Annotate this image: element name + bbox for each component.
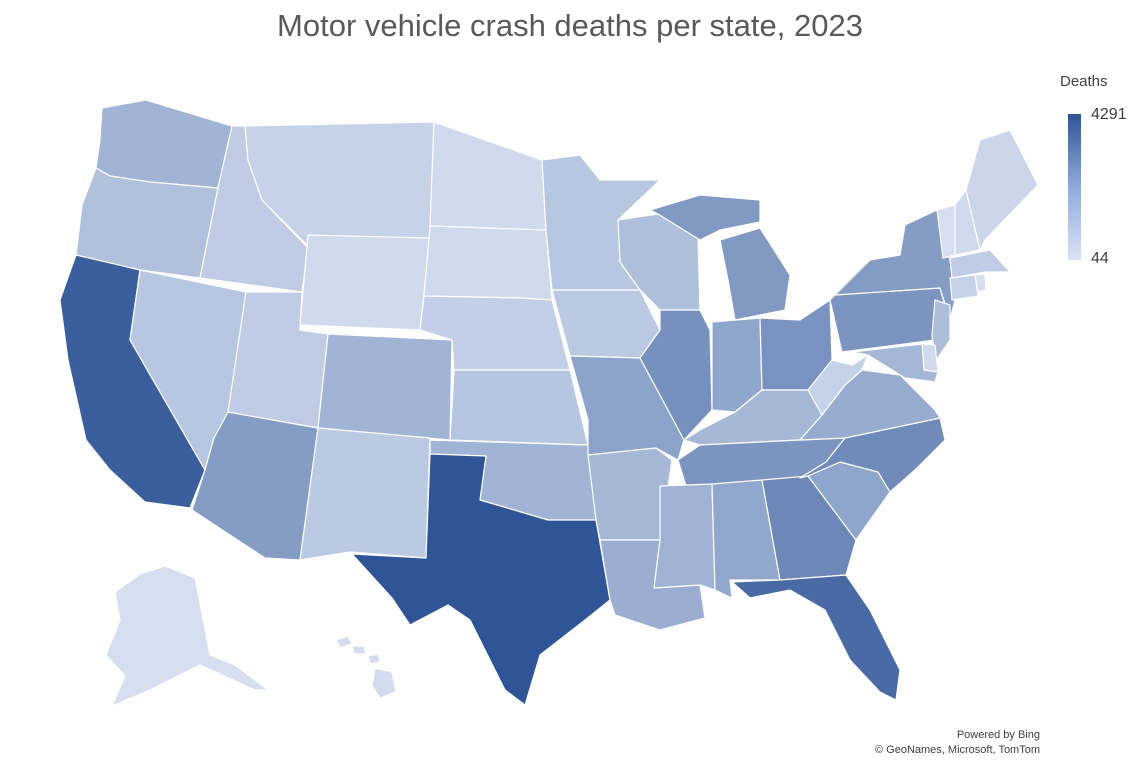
- legend-title: Deaths: [1060, 73, 1108, 90]
- state-NJ[interactable]: [931, 299, 951, 363]
- state-PA[interactable]: [829, 287, 951, 353]
- state-AK[interactable]: [105, 565, 269, 707]
- credit-powered-by: Powered by Bing: [956, 729, 1040, 741]
- state-MI[interactable]: [719, 227, 791, 321]
- state-ND[interactable]: [429, 121, 547, 231]
- state-CT[interactable]: [949, 274, 979, 301]
- state-HI[interactable]: [335, 635, 397, 699]
- state-MS[interactable]: [653, 483, 716, 591]
- state-TX[interactable]: [351, 453, 611, 706]
- legend-gradient-bar: [1068, 114, 1081, 260]
- state-WV[interactable]: [807, 354, 869, 416]
- state-WY[interactable]: [299, 234, 431, 331]
- credit-sources: © GeoNames, Microsoft, TomTom: [875, 744, 1040, 756]
- state-CO[interactable]: [317, 333, 453, 441]
- state-ME[interactable]: [965, 129, 1039, 251]
- state-KS[interactable]: [449, 369, 589, 446]
- legend-max-label: 4291: [1091, 106, 1127, 123]
- state-FL[interactable]: [731, 574, 901, 701]
- state-GA[interactable]: [761, 475, 857, 581]
- legend-min-label: 44: [1091, 250, 1109, 267]
- state-MA[interactable]: [949, 249, 1011, 279]
- state-SD[interactable]: [423, 225, 553, 301]
- state-MD[interactable]: [851, 343, 939, 383]
- state-MI-UP[interactable]: [649, 194, 761, 241]
- state-RI[interactable]: [974, 273, 987, 293]
- state-WA[interactable]: [95, 99, 233, 189]
- state-NM[interactable]: [299, 427, 431, 561]
- state-IA[interactable]: [551, 289, 661, 359]
- map-title: Motor vehicle crash deaths per state, 20…: [277, 8, 863, 43]
